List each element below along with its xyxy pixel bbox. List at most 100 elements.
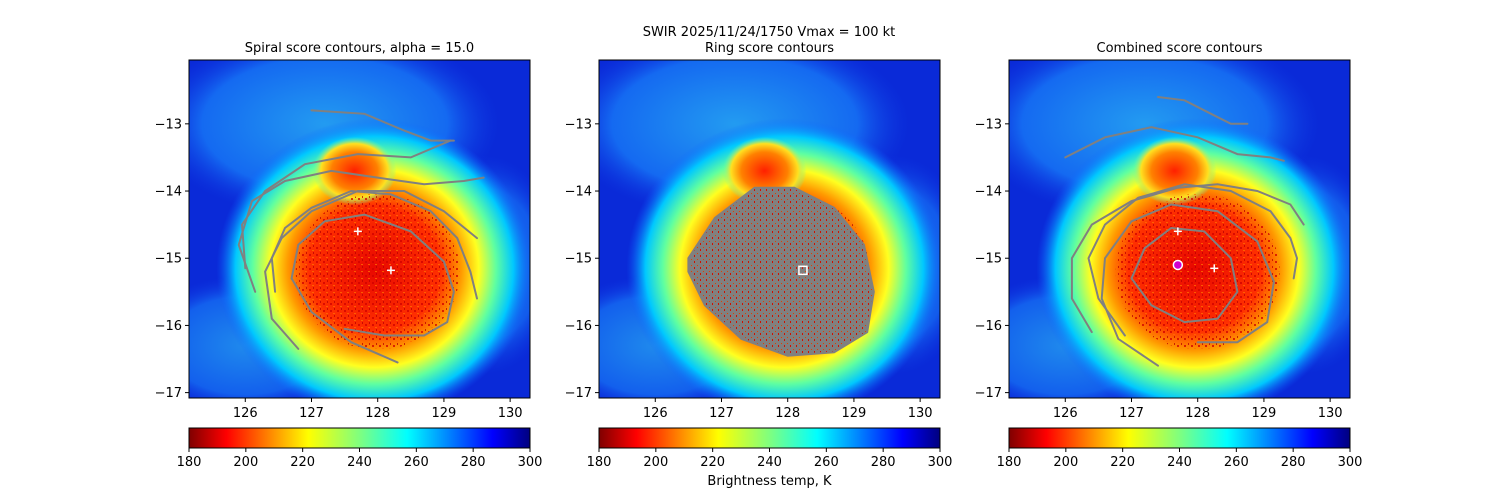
marker-first-guess: [353, 227, 362, 236]
marker-secondary: [386, 266, 395, 275]
contour-group: [237, 109, 485, 364]
x-tick-label: 130: [1318, 406, 1343, 421]
y-axis: −13 −14 −15 −16 −17: [155, 117, 189, 401]
cold-top-texture: [295, 193, 460, 350]
colorbar-tick-label: 200: [1053, 455, 1078, 470]
y-tick-label: −17: [565, 386, 592, 401]
axes-frame: [598, 59, 941, 399]
x-tick-label: 129: [842, 406, 867, 421]
panel-title: Spiral score contours, alpha = 15.0: [245, 41, 474, 56]
contour-line: [290, 213, 455, 364]
contour-line: [264, 190, 478, 350]
colorbar-tick-label: 300: [928, 455, 953, 470]
colorbar-tick-label: 240: [347, 455, 372, 470]
colorbar-tick-label: 220: [1110, 455, 1135, 470]
contour-line: [1064, 126, 1285, 162]
y-axis: −13 −14 −15 −16 −17: [975, 117, 1009, 401]
ring-score-region: [687, 186, 875, 357]
x-axis: 126 127 128 129 130: [1053, 398, 1343, 421]
x-tick-label: 126: [643, 406, 668, 421]
x-tick-label: 129: [432, 406, 457, 421]
colorbar: 180 200 220 240 260 280 300: [587, 427, 953, 470]
y-tick-label: −16: [975, 319, 1002, 334]
y-tick-label: −14: [565, 185, 592, 200]
y-tick-label: −15: [155, 252, 182, 267]
y-tick-label: −16: [155, 319, 182, 334]
brightness-image: [189, 60, 530, 398]
marker-group: [1172, 227, 1219, 273]
panel-title: Ring score contours: [705, 41, 834, 56]
panel-spiral: Spiral score contours, alpha = 15.0 126 1…: [155, 41, 543, 470]
x-tick-label: 129: [1252, 406, 1277, 421]
colorbar-tick-label: 200: [233, 455, 258, 470]
colorbar-tick-label: 280: [1281, 455, 1306, 470]
y-axis: −13 −14 −15 −16 −17: [565, 117, 599, 401]
colorbar-tick-label: 260: [404, 455, 429, 470]
x-tick-label: 127: [299, 406, 324, 421]
x-tick-label: 130: [908, 406, 933, 421]
y-tick-label: −17: [155, 386, 182, 401]
y-tick-label: −13: [975, 117, 1002, 132]
colorbar-tick-label: 240: [757, 455, 782, 470]
x-tick-label: 126: [233, 406, 258, 421]
x-axis: 126 127 128 129 130: [643, 398, 933, 421]
y-tick-label: −14: [975, 185, 1002, 200]
colorbar-tick-label: 280: [871, 455, 896, 470]
convective-tower: [1132, 136, 1217, 205]
axes-frame: [1008, 59, 1351, 399]
x-tick-label: 127: [1119, 406, 1144, 421]
colorbar-tick-label: 200: [643, 455, 668, 470]
colorbar-tick-label: 220: [700, 455, 725, 470]
marker-secondary: [1210, 264, 1219, 273]
colorbar-tick-label: 180: [997, 455, 1022, 470]
brightness-image: [1009, 60, 1350, 398]
panel-title: Combined score contours: [1097, 41, 1263, 56]
x-tick-label: 130: [498, 406, 523, 421]
colorbar-tick-label: 180: [587, 455, 612, 470]
colorbar-tick-label: 300: [1338, 455, 1363, 470]
marker-combined-center: [1172, 259, 1184, 271]
colorbar-gradient: [188, 427, 531, 449]
y-tick-label: −14: [155, 185, 182, 200]
colorbar-gradient: [1008, 427, 1351, 449]
colorbar-tick-label: 220: [290, 455, 315, 470]
x-tick-label: 127: [709, 406, 734, 421]
figure-suptitle: SWIR 2025/11/24/1750 Vmax = 100 kt: [643, 25, 896, 40]
colorbar-tick-label: 300: [518, 455, 543, 470]
cold-top-texture: [1115, 193, 1280, 350]
colorbar-tick-label: 180: [177, 455, 202, 470]
colorbar-tick-label: 240: [1167, 455, 1192, 470]
colorbar-label: Brightness temp, K: [707, 474, 832, 489]
marker-first-guess: [1173, 227, 1182, 236]
y-tick-label: −17: [975, 386, 1002, 401]
contour-line: [310, 109, 455, 142]
panel-ring: Ring score contours 126 127 128 129 130 −13−…: [565, 41, 953, 470]
colorbar-tick-label: 260: [814, 455, 839, 470]
colorbar-tick-label: 260: [1224, 455, 1249, 470]
y-tick-label: −13: [155, 117, 182, 132]
x-tick-label: 126: [1053, 406, 1078, 421]
colorbar-gradient: [598, 427, 941, 449]
colorbar: 180 200 220 240 260 280 300: [177, 427, 543, 470]
contour-line: [1087, 183, 1299, 337]
convective-tower: [312, 136, 397, 205]
marker-group: [353, 227, 395, 275]
contour-group: [687, 186, 875, 357]
contour-line: [240, 139, 452, 270]
y-tick-label: −16: [565, 319, 592, 334]
contour-line: [1157, 96, 1249, 125]
panel-combined: Combined score contours 126 127 128 129 130 …: [975, 41, 1363, 470]
x-tick-label: 128: [775, 406, 800, 421]
marker-ring-center: [798, 265, 808, 276]
colorbar-tick-label: 280: [461, 455, 486, 470]
y-tick-label: −15: [975, 252, 1002, 267]
contour-line: [1100, 203, 1275, 367]
colorbar: 180 200 220 240 260 280 300: [997, 427, 1363, 470]
contour-line: [1070, 183, 1305, 334]
x-axis: 126 127 128 129 130: [233, 398, 523, 421]
axes-frame: [188, 59, 531, 399]
contour-group: [1064, 96, 1305, 367]
y-tick-label: −15: [565, 252, 592, 267]
y-tick-label: −13: [565, 117, 592, 132]
